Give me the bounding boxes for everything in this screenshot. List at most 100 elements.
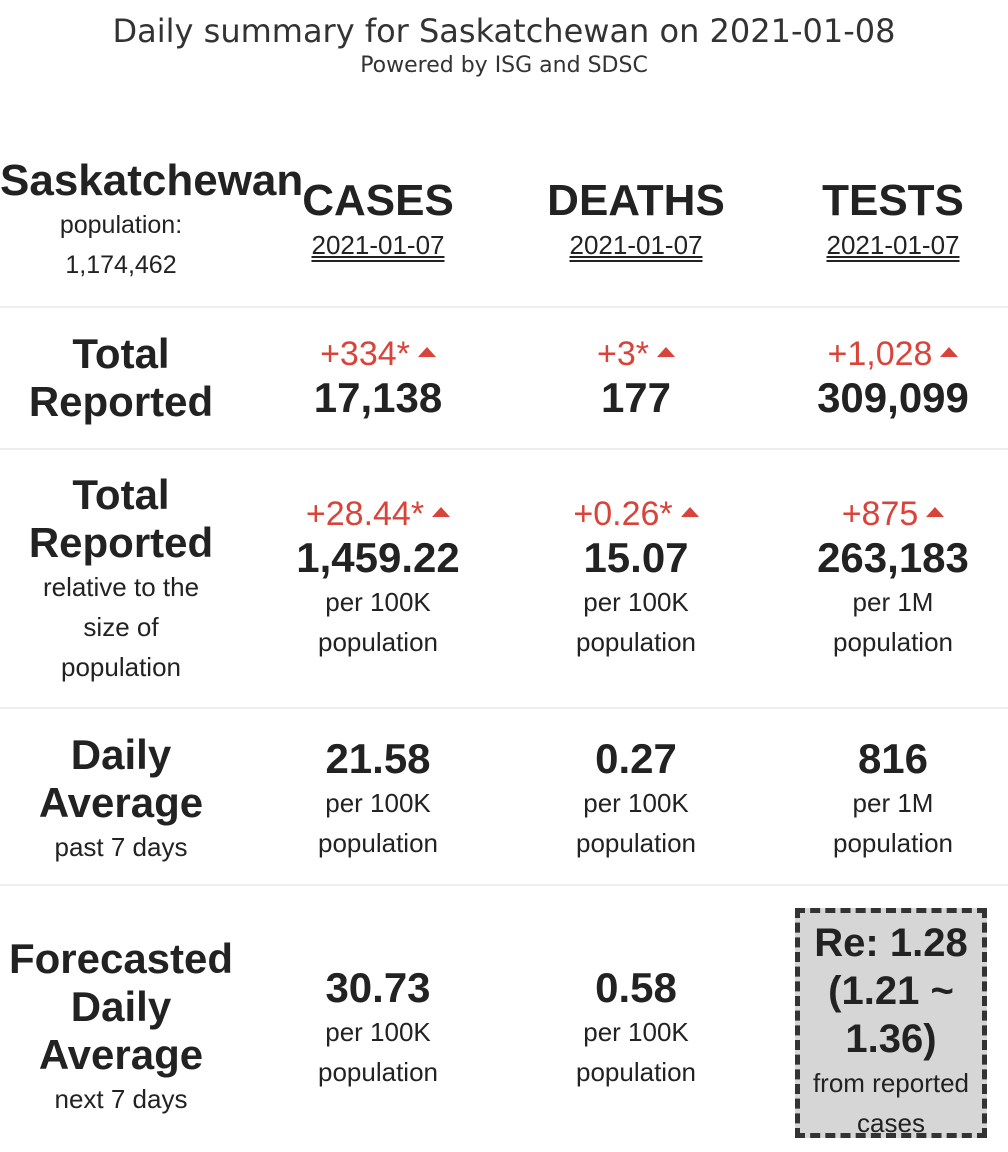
column-header-cases: CASES 2021-01-07 (250, 176, 506, 262)
up-triangle-icon (417, 347, 436, 358)
total-value: 17,138 (313, 374, 443, 421)
re-estimate-box: Re: 1.28 (1.21 ~ 1.36) from reported cas… (795, 908, 987, 1138)
delta-text: +28.44* (305, 495, 425, 533)
re-source-label: from reported (812, 1068, 970, 1098)
column-header-deaths: DEATHS 2021-01-07 (508, 176, 764, 262)
row-label-line: Daily (70, 731, 172, 778)
delta-text: +0.26* (573, 495, 673, 533)
unit-label: population (318, 627, 438, 657)
column-date: 2021-01-07 (569, 230, 703, 260)
delta-value: +0.26* (508, 494, 764, 534)
row-sublabel: past 7 days (54, 832, 188, 862)
up-triangle-icon (657, 347, 675, 358)
unit-label: population (833, 828, 953, 858)
row-label-line: Reported (28, 378, 214, 425)
re-interval-line: (1.21 ~ (828, 969, 954, 1013)
unit-label: per 1M (852, 788, 934, 818)
unit-label: population (318, 1057, 438, 1087)
up-triangle-icon (432, 507, 451, 518)
average-value: 816 (857, 735, 929, 782)
population-value: 1,174,462 (65, 251, 177, 279)
row-sublabel: next 7 days (54, 1084, 188, 1114)
row-label-line: Total (72, 330, 170, 377)
unit-label: per 100K (583, 1017, 689, 1047)
total-value: 177 (600, 374, 672, 421)
column-date: 2021-01-07 (311, 230, 445, 260)
re-source-label: cases (857, 1108, 925, 1138)
row-label-line: Reported (28, 519, 214, 566)
cases-relative-cell: +28.44* 1,459.22 per 100K population (250, 494, 506, 662)
row-label-line: Average (38, 779, 204, 826)
row-divider (0, 448, 1008, 450)
row-divider (0, 884, 1008, 886)
unit-label: population (576, 828, 696, 858)
row-label-total-relative: Total Reported relative to the size of p… (0, 471, 242, 687)
forecast-value: 0.58 (595, 964, 677, 1011)
unit-label: per 100K (325, 1017, 431, 1047)
page-title: Daily summary for Saskatchewan on 2021-0… (112, 12, 896, 50)
unit-label: per 1M (852, 587, 934, 617)
unit-label: per 100K (583, 788, 689, 818)
cases-total-cell: +334* 17,138 (250, 334, 506, 422)
unit-label: population (576, 1057, 696, 1087)
re-interval-line: 1.36) (845, 1017, 937, 1061)
page-header: Daily summary for Saskatchewan on 2021-0… (0, 10, 1008, 80)
row-label-forecast: Forecasted Daily Average next 7 days (0, 935, 242, 1119)
population-label: population: (59, 211, 183, 239)
forecast-value: 30.73 (325, 964, 431, 1011)
deaths-daily-average-cell: 0.27 per 100K population (508, 735, 764, 863)
column-date: 2021-01-07 (826, 230, 960, 260)
tests-daily-average-cell: 816 per 1M population (766, 735, 1008, 863)
deaths-forecast-cell: 0.58 per 100K population (508, 964, 764, 1092)
column-label: TESTS (822, 176, 964, 225)
relative-value: 263,183 (817, 534, 969, 581)
row-divider (0, 306, 1008, 308)
row-divider (0, 707, 1008, 709)
unit-label: per 100K (583, 587, 689, 617)
up-triangle-icon (680, 507, 699, 518)
row-sublabel: population (61, 652, 181, 682)
delta-text: +875 (841, 495, 919, 533)
up-triangle-icon (940, 347, 959, 358)
region-name: Saskatchewan (0, 156, 304, 205)
unit-label: population (576, 627, 696, 657)
column-header-tests: TESTS 2021-01-07 (766, 176, 1008, 262)
cases-forecast-cell: 30.73 per 100K population (250, 964, 506, 1092)
unit-label: population (833, 627, 953, 657)
column-label: DEATHS (547, 176, 725, 225)
page-subtitle: Powered by ISG and SDSC (360, 53, 648, 78)
delta-text: +1,028 (827, 335, 933, 373)
row-label-line: Average (38, 1031, 204, 1078)
delta-text: +334* (320, 335, 410, 373)
row-label-total-reported: Total Reported (0, 330, 242, 426)
up-triangle-icon (926, 507, 945, 518)
average-value: 0.27 (595, 735, 677, 782)
tests-total-cell: +1,028 309,099 (766, 334, 1008, 422)
delta-text: +3* (597, 335, 649, 373)
cases-daily-average-cell: 21.58 per 100K population (250, 735, 506, 863)
relative-value: 1,459.22 (296, 534, 460, 581)
delta-value: +875 (766, 494, 1008, 534)
unit-label: per 100K (325, 587, 431, 617)
re-value-line: Re: 1.28 (814, 921, 968, 965)
region-header: Saskatchewan population: 1,174,462 (0, 156, 304, 285)
deaths-total-cell: +3* 177 (508, 334, 764, 422)
row-label-daily-average: Daily Average past 7 days (0, 731, 242, 867)
delta-value: +1,028 (766, 334, 1008, 374)
total-value: 309,099 (817, 374, 969, 421)
delta-value: +3* (508, 334, 764, 374)
unit-label: per 100K (325, 788, 431, 818)
row-sublabel: size of (83, 612, 159, 642)
column-label: CASES (302, 176, 454, 225)
row-label-line: Forecasted (8, 935, 234, 982)
deaths-relative-cell: +0.26* 15.07 per 100K population (508, 494, 764, 662)
delta-value: +334* (250, 334, 506, 374)
row-label-line: Daily (70, 983, 172, 1030)
average-value: 21.58 (325, 735, 431, 782)
row-sublabel: relative to the (42, 572, 200, 602)
relative-value: 15.07 (583, 534, 689, 581)
row-label-line: Total (72, 471, 170, 518)
unit-label: population (318, 828, 438, 858)
tests-relative-cell: +875 263,183 per 1M population (766, 494, 1008, 662)
delta-value: +28.44* (250, 494, 506, 534)
